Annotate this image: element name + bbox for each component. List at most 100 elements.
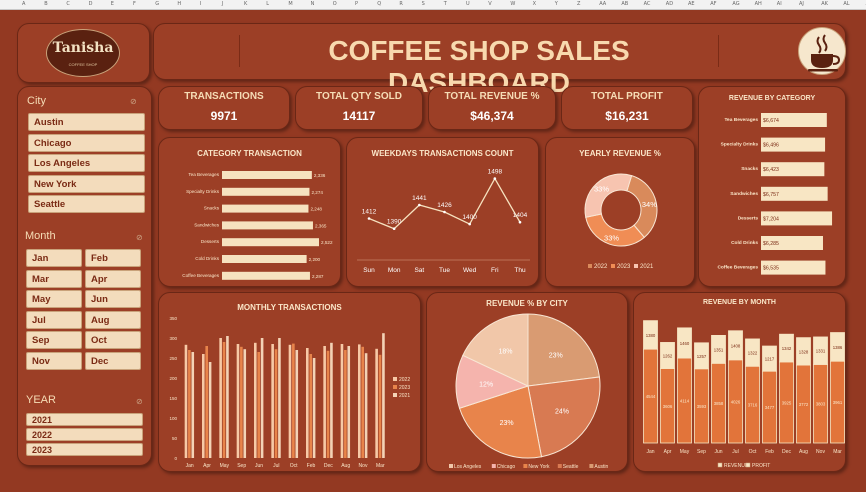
column-letter[interactable]: B [44, 1, 48, 7]
column-letter[interactable]: AK [821, 1, 828, 7]
data-label: 12% [479, 381, 493, 388]
month-option[interactable]: Jul [26, 310, 82, 329]
month-option[interactable]: Aug [85, 310, 141, 329]
y-tick-label: 50 [172, 436, 178, 441]
category-label: Apr [664, 449, 672, 455]
bar [222, 238, 319, 247]
pie-slice [458, 385, 543, 459]
data-label: 33% [604, 233, 619, 242]
column-letter[interactable]: R [399, 1, 403, 7]
column-letter[interactable]: AA [599, 1, 607, 7]
bar [364, 353, 368, 458]
category-label: Sep [697, 449, 706, 455]
year-option[interactable]: 2021 [26, 413, 143, 426]
column-letter[interactable]: AG [732, 1, 740, 7]
logo-panel: Tanisha COFFEE SHOP [17, 23, 150, 83]
category-label: Sun [363, 267, 375, 274]
column-letter[interactable]: V [488, 1, 492, 7]
data-label: 3925 [782, 400, 792, 405]
legend-label: 2021 [399, 393, 410, 399]
year-option[interactable]: 2023 [26, 443, 143, 456]
column-letter[interactable]: U [466, 1, 470, 7]
column-letter[interactable]: A [22, 1, 26, 7]
data-label: 1498 [488, 169, 503, 176]
category-label: Jul [273, 463, 279, 469]
kpi-value: 9971 [210, 109, 238, 123]
column-letter[interactable]: O [332, 1, 337, 7]
bar-segment [796, 337, 811, 366]
revenue-month-chart: 4544 1380 Jan 3606 1262 Apr 4114 1460 May 3593 125… [643, 320, 845, 469]
column-letter[interactable]: AD [665, 1, 674, 7]
column-letter[interactable]: N [310, 1, 315, 7]
data-label: 33% [594, 185, 609, 194]
data-label: 1262 [663, 353, 673, 358]
column-letter[interactable]: I [199, 1, 202, 7]
column-letter[interactable]: D [88, 1, 93, 7]
column-letter[interactable]: AF [710, 1, 717, 7]
column-letter[interactable]: F [133, 1, 136, 7]
bar [288, 344, 292, 458]
column-letter[interactable]: H [177, 1, 182, 7]
column-letter[interactable]: AC [643, 1, 651, 7]
bar [226, 336, 229, 458]
city-option[interactable]: Austin [28, 113, 145, 131]
month-option[interactable]: Mar [26, 269, 82, 288]
bar [202, 354, 205, 458]
data-label: 23% [500, 420, 514, 427]
column-letter[interactable]: Q [377, 1, 382, 7]
clear-filter-icon[interactable]: ⊘ [136, 397, 143, 406]
column-letter[interactable]: M [288, 1, 293, 7]
month-option[interactable]: Dec [85, 352, 141, 370]
category-label: Cold Drinks [731, 240, 758, 246]
chart-title: REVENUE BY CATEGORY [728, 95, 816, 102]
column-letter[interactable]: W [510, 1, 516, 7]
category-label: Mar [376, 463, 385, 469]
column-letter[interactable]: AL [843, 1, 850, 7]
column-letter[interactable]: K [244, 1, 248, 7]
y-tick-label: 150 [169, 396, 177, 401]
legend-label: 2023 [399, 385, 410, 391]
year-option[interactable]: 2022 [26, 428, 143, 441]
revenue-city-panel: REVENUE % BY CITY 23% 24% 23% 12% 18% Los Ang… [426, 292, 628, 472]
column-letter[interactable]: Y [554, 1, 558, 7]
column-letter[interactable]: AB [621, 1, 629, 7]
bar [326, 350, 330, 458]
kpi-value: $46,374 [470, 109, 514, 123]
city-option[interactable]: Seattle [28, 195, 145, 213]
month-option[interactable]: Feb [85, 249, 141, 267]
column-letter[interactable]: AH [754, 1, 762, 7]
legend-label: Austin [594, 464, 608, 470]
clear-filter-icon[interactable]: ⊘ [136, 233, 143, 242]
column-letter[interactable]: S [421, 1, 425, 7]
city-option[interactable]: Chicago [28, 133, 145, 152]
clear-filter-icon[interactable]: ⊘ [130, 97, 137, 106]
column-letter[interactable]: X [532, 1, 537, 7]
month-option[interactable]: Jun [85, 290, 141, 309]
column-letter[interactable]: P [355, 1, 359, 7]
revenue-city-chart: 23% 24% 23% 12% 18% Los Angeles Chicago New Yor… [449, 313, 609, 470]
column-letter[interactable]: G [155, 1, 160, 7]
column-letter[interactable]: Z [577, 1, 581, 7]
city-option[interactable]: New York [28, 174, 145, 193]
column-letter[interactable]: L [266, 1, 269, 7]
data-label: 1322 [748, 351, 758, 356]
category-label: Aug [341, 463, 350, 469]
column-letter[interactable]: E [110, 1, 114, 7]
bar [340, 344, 344, 458]
column-letter[interactable]: AI [776, 1, 782, 7]
month-option[interactable]: Jan [26, 249, 82, 267]
column-letter[interactable]: T [443, 1, 447, 7]
column-letter[interactable]: C [66, 1, 70, 7]
month-option[interactable]: Nov [26, 352, 82, 370]
month-option[interactable]: May [26, 290, 82, 309]
data-label: 1412 [362, 209, 377, 216]
city-option[interactable]: Los Angeles [28, 154, 145, 172]
column-letter[interactable]: AJ [799, 1, 804, 7]
column-letter[interactable]: J [221, 1, 224, 7]
month-option[interactable]: Sep [26, 331, 82, 350]
coffee-cup-icon [798, 27, 846, 75]
month-option[interactable]: Oct [85, 331, 141, 350]
column-letter[interactable]: AE [688, 1, 695, 7]
bar [761, 260, 826, 275]
month-option[interactable]: Apr [85, 269, 141, 288]
